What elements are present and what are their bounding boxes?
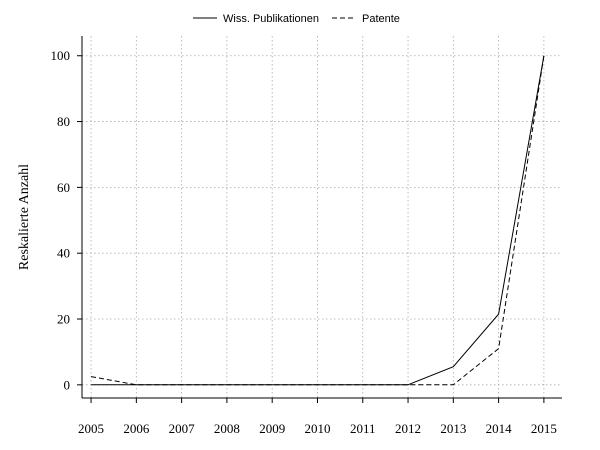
x-tick-label: 2010	[304, 421, 330, 436]
x-tick-label: 2011	[350, 421, 376, 436]
y-tick-label: 80	[57, 114, 70, 129]
x-tick-label: 2014	[486, 421, 513, 436]
series-layer	[91, 55, 545, 386]
series-line-2	[91, 55, 545, 386]
x-tick-label: 2012	[395, 421, 421, 436]
legend: Wiss. Publikationen Patente	[193, 13, 400, 25]
legend-label: Patente	[362, 13, 400, 25]
x-tick-label: 2013	[440, 421, 466, 436]
x-tick-label: 2007	[169, 421, 196, 436]
x-tick-label: 2005	[78, 421, 104, 436]
x-tick-label: 2006	[123, 421, 150, 436]
y-tick-label: 60	[57, 180, 70, 195]
y-tick-label: 20	[57, 312, 70, 327]
y-axis-label: Reskalierte Anzahl	[17, 164, 32, 270]
y-tick-label: 0	[64, 377, 71, 392]
x-tick-label: 2009	[259, 421, 285, 436]
x-tick-label: 2008	[214, 421, 240, 436]
legend-label: Wiss. Publikationen	[223, 13, 319, 25]
grid	[82, 36, 562, 398]
y-ticks: 0 20 40 60 80 100	[51, 48, 82, 392]
y-tick-label: 40	[57, 246, 70, 261]
axes	[81, 36, 562, 399]
x-tick-label: 2015	[531, 421, 557, 436]
y-tick-label: 100	[51, 48, 71, 63]
x-ticks: 2005 2006 2007 2008 2009 2010 2011 2012 2013 2014…	[78, 398, 557, 436]
